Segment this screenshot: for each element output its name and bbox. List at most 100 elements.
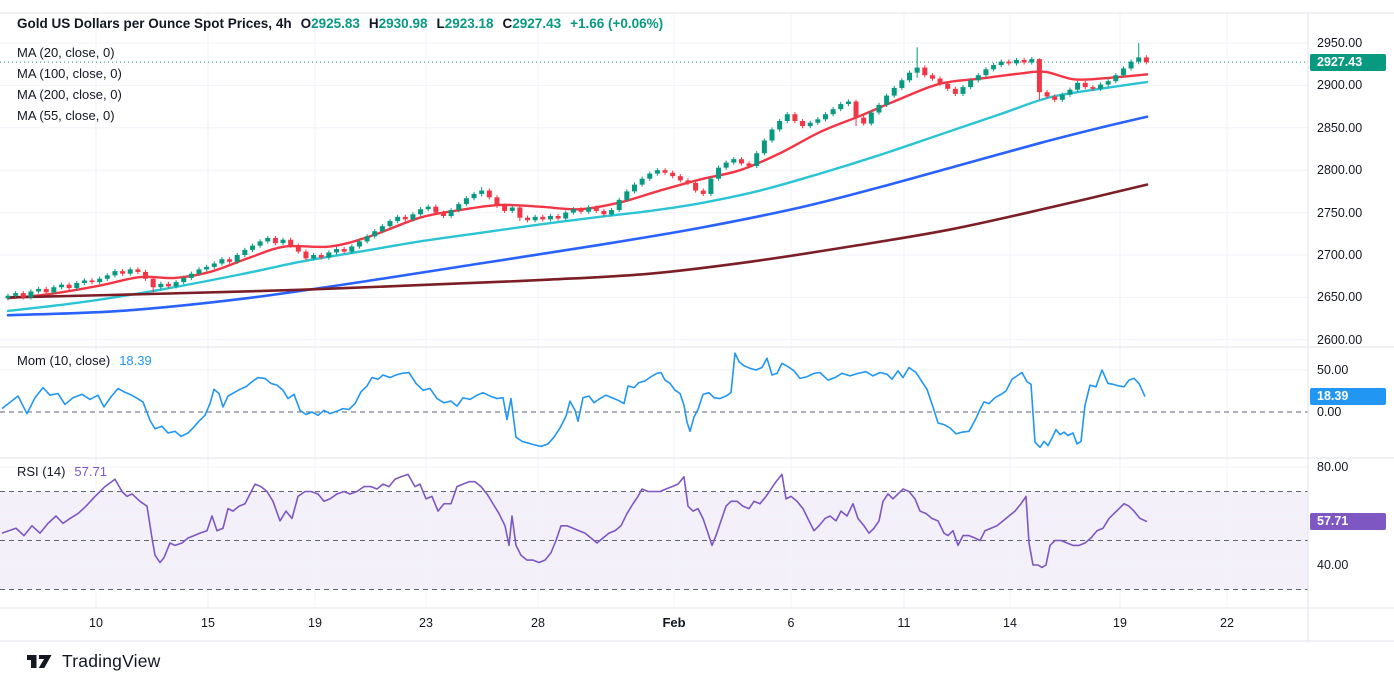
- candle-body: [547, 215, 553, 220]
- candle-body: [654, 170, 660, 174]
- candle-body: [471, 193, 477, 199]
- tradingview-logo[interactable]: TradingView: [26, 650, 161, 672]
- candle-body: [28, 291, 34, 298]
- rsi-axis-label: 80.00: [1317, 460, 1349, 474]
- candle-body: [876, 104, 882, 113]
- candle-body: [929, 75, 935, 79]
- ma-200-legend[interactable]: MA (200, close, 0): [17, 87, 122, 102]
- momentum-badge: 18.39: [1310, 388, 1386, 406]
- momentum-label: Mom (10, close): [17, 353, 111, 368]
- ohlc-value: 2927.43: [512, 16, 562, 31]
- ma-55-legend[interactable]: MA (55, close, 0): [17, 108, 115, 123]
- candle-body: [66, 284, 72, 289]
- candle-body: [960, 87, 966, 94]
- price-axis-label: 2750.00: [1317, 205, 1363, 220]
- time-scale[interactable]: 10 15 19 23 28 Feb 6 11 14 19 22: [0, 612, 1308, 638]
- candle-body: [1036, 59, 1042, 93]
- candle-body: [1006, 61, 1012, 64]
- candle-body: [815, 119, 821, 123]
- candle-body: [288, 239, 294, 246]
- candle-body: [1013, 59, 1019, 64]
- candle-body: [914, 67, 920, 73]
- candle-body: [769, 129, 775, 141]
- candle-body: [922, 67, 928, 76]
- candle-body: [395, 216, 401, 222]
- candle-body: [402, 216, 408, 220]
- candle-body: [891, 87, 897, 96]
- chart-canvas[interactable]: [0, 0, 1394, 648]
- candle-body: [1128, 61, 1134, 69]
- candle-body: [532, 216, 538, 221]
- ma-line-200[interactable]: [6, 183, 1149, 299]
- candle-body: [257, 241, 263, 246]
- ohlc-letter: L: [436, 16, 445, 31]
- candle-body: [448, 210, 454, 216]
- candle-body: [211, 263, 217, 267]
- candle-body: [112, 271, 118, 276]
- rsi-line[interactable]: [1, 473, 1148, 569]
- candle-body: [784, 114, 790, 122]
- momentum-axis-label: 0.00: [1317, 405, 1342, 419]
- candle-body: [249, 245, 255, 250]
- symbol-title: Gold US Dollars per Ounce Spot Prices, 4…: [17, 16, 292, 31]
- candle-body: [540, 216, 546, 220]
- momentum-legend[interactable]: Mom (10, close) 18.39: [17, 353, 152, 368]
- rsi-legend[interactable]: RSI (14) 57.71: [17, 464, 107, 479]
- candle-body: [1113, 75, 1119, 82]
- ma-100-legend[interactable]: MA (100, close, 0): [17, 66, 122, 81]
- candle-body: [586, 207, 592, 212]
- candle-body: [509, 207, 515, 211]
- candle-body: [601, 210, 607, 215]
- candle-body: [807, 122, 813, 127]
- candle-body: [311, 255, 317, 259]
- candle-body: [1029, 59, 1035, 63]
- candle-body: [356, 241, 362, 247]
- candle-body: [120, 271, 126, 274]
- candle-body: [242, 249, 248, 255]
- time-axis-label: Feb: [662, 615, 686, 630]
- candle-body: [181, 277, 187, 283]
- ma-20-legend[interactable]: MA (20, close, 0): [17, 45, 115, 60]
- candle-body: [716, 167, 722, 179]
- candle-body: [36, 288, 42, 292]
- candle-body: [150, 278, 156, 288]
- ma-line-20[interactable]: [6, 70, 1149, 300]
- candle-body: [1136, 57, 1142, 62]
- candle-body: [143, 271, 149, 279]
- candle-body: [555, 215, 561, 219]
- ma-line-100[interactable]: [6, 115, 1149, 317]
- time-axis-label: 10: [89, 616, 103, 630]
- candle-body: [463, 198, 469, 205]
- last-price-badge: 2927.43: [1310, 53, 1386, 71]
- candle-body: [425, 206, 431, 210]
- candle-body: [494, 197, 500, 206]
- candle-body: [838, 104, 844, 110]
- candle-body: [456, 204, 462, 211]
- candle-body: [165, 283, 171, 287]
- candle-body: [631, 184, 637, 192]
- candle-body: [570, 209, 576, 213]
- candle-body: [43, 288, 49, 293]
- ma-line-55[interactable]: [6, 80, 1149, 313]
- candle-body: [616, 199, 622, 211]
- candle-body: [1105, 81, 1111, 85]
- candle-body: [272, 238, 278, 244]
- ohlc-value: 2923.18: [444, 16, 494, 31]
- candle-body: [525, 217, 531, 221]
- rsi-badge: 57.71: [1310, 513, 1386, 531]
- candle-body: [1075, 82, 1081, 90]
- candle-body: [58, 284, 64, 288]
- price-axis-label: 2600.00: [1317, 332, 1363, 347]
- candle-body: [173, 282, 179, 287]
- candle-body: [693, 182, 699, 191]
- time-axis-label: 6: [787, 616, 795, 630]
- candle-body: [884, 95, 890, 105]
- candle-body: [945, 83, 951, 89]
- symbol-title-row[interactable]: Gold US Dollars per Ounce Spot Prices, 4…: [17, 16, 663, 31]
- momentum-line[interactable]: [1, 352, 1146, 449]
- candle-body: [280, 239, 286, 244]
- candle-body: [1120, 68, 1126, 76]
- candle-body: [158, 283, 164, 288]
- candle-body: [662, 170, 668, 173]
- candle-body: [578, 209, 584, 212]
